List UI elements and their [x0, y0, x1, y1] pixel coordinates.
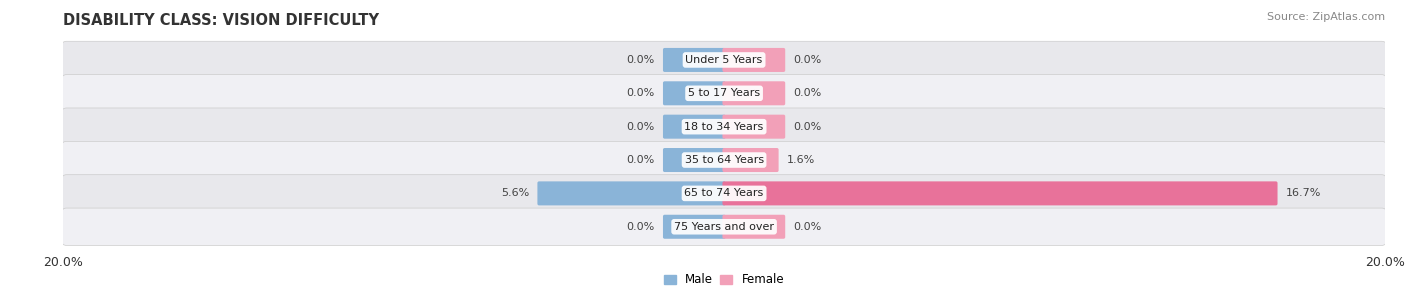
Text: 0.0%: 0.0%	[627, 155, 655, 165]
Text: 18 to 34 Years: 18 to 34 Years	[685, 122, 763, 132]
FancyBboxPatch shape	[62, 175, 1386, 212]
FancyBboxPatch shape	[723, 81, 785, 105]
Legend: Male, Female: Male, Female	[659, 269, 789, 291]
Text: 5.6%: 5.6%	[501, 188, 529, 198]
Text: 75 Years and over: 75 Years and over	[673, 222, 775, 232]
FancyBboxPatch shape	[62, 41, 1386, 79]
FancyBboxPatch shape	[664, 48, 725, 72]
Text: 0.0%: 0.0%	[627, 88, 655, 98]
FancyBboxPatch shape	[664, 215, 725, 239]
Text: 0.0%: 0.0%	[793, 55, 821, 65]
Text: 5 to 17 Years: 5 to 17 Years	[688, 88, 761, 98]
Text: DISABILITY CLASS: VISION DIFFICULTY: DISABILITY CLASS: VISION DIFFICULTY	[63, 13, 380, 28]
FancyBboxPatch shape	[723, 115, 785, 139]
FancyBboxPatch shape	[723, 148, 779, 172]
FancyBboxPatch shape	[723, 48, 785, 72]
FancyBboxPatch shape	[537, 181, 725, 205]
FancyBboxPatch shape	[62, 108, 1386, 145]
Text: 1.6%: 1.6%	[787, 155, 815, 165]
FancyBboxPatch shape	[664, 81, 725, 105]
FancyBboxPatch shape	[664, 148, 725, 172]
Text: Source: ZipAtlas.com: Source: ZipAtlas.com	[1267, 12, 1385, 22]
FancyBboxPatch shape	[723, 215, 785, 239]
Text: 0.0%: 0.0%	[627, 55, 655, 65]
Text: 0.0%: 0.0%	[627, 122, 655, 132]
FancyBboxPatch shape	[664, 115, 725, 139]
FancyBboxPatch shape	[723, 181, 1278, 205]
Text: 0.0%: 0.0%	[793, 222, 821, 232]
Text: 35 to 64 Years: 35 to 64 Years	[685, 155, 763, 165]
Text: 0.0%: 0.0%	[627, 222, 655, 232]
Text: 16.7%: 16.7%	[1286, 188, 1322, 198]
FancyBboxPatch shape	[62, 75, 1386, 112]
FancyBboxPatch shape	[62, 141, 1386, 179]
Text: 65 to 74 Years: 65 to 74 Years	[685, 188, 763, 198]
Text: Under 5 Years: Under 5 Years	[686, 55, 762, 65]
FancyBboxPatch shape	[62, 208, 1386, 246]
Text: 0.0%: 0.0%	[793, 88, 821, 98]
Text: 0.0%: 0.0%	[793, 122, 821, 132]
